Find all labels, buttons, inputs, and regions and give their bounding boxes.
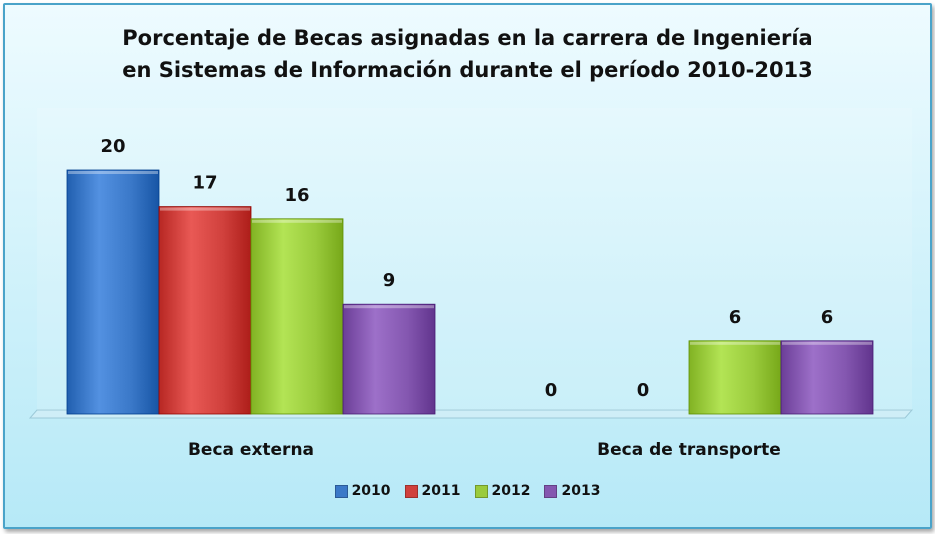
chart-title-line-2: en Sistemas de Información durante el pe… [122, 58, 813, 82]
bar-highlight [252, 219, 342, 223]
category-label: Beca externa [188, 440, 314, 460]
bar-highlight [68, 171, 158, 174]
data-label: 0 [637, 380, 650, 401]
legend-swatch [334, 484, 348, 498]
legend-swatch [404, 484, 418, 498]
bar-2013-beca-de-transporte [780, 340, 874, 415]
legend-item-2011: 2011 [404, 483, 461, 499]
legend: 2010 2011 2012 2013 [0, 483, 935, 499]
data-label: 17 [192, 173, 217, 194]
legend-label: 2013 [561, 483, 601, 499]
data-label: 0 [545, 380, 558, 401]
bar-2010-beca-externa [66, 169, 160, 415]
legend-item-2012: 2012 [474, 483, 531, 499]
legend-item-2010: 2010 [334, 483, 391, 499]
legend-item-2013: 2013 [544, 483, 600, 499]
legend-swatch [544, 484, 558, 498]
data-label: 6 [821, 307, 834, 328]
category-label: Beca de transporte [597, 440, 781, 460]
bar-2012-beca-de-transporte [688, 340, 782, 415]
chart-title: Porcentaje de Becas asignadas en la carr… [0, 22, 935, 86]
data-label: 20 [100, 136, 125, 157]
legend-label: 2011 [421, 483, 461, 499]
bar-2013-beca-externa [342, 303, 436, 415]
data-label: 9 [383, 270, 396, 291]
bar-2011-beca-externa [158, 206, 252, 415]
data-label: 16 [284, 185, 309, 206]
chart-title-line-1: Porcentaje de Becas asignadas en la carr… [122, 26, 813, 50]
bar-highlight [344, 305, 434, 309]
bar-highlight [690, 341, 780, 345]
bar-highlight [782, 341, 872, 345]
bar-2012-beca-externa [250, 218, 344, 415]
legend-swatch [474, 484, 488, 498]
bar-highlight [160, 207, 250, 211]
legend-label: 2012 [491, 483, 531, 499]
legend-label: 2010 [351, 483, 391, 499]
data-label: 6 [729, 307, 742, 328]
